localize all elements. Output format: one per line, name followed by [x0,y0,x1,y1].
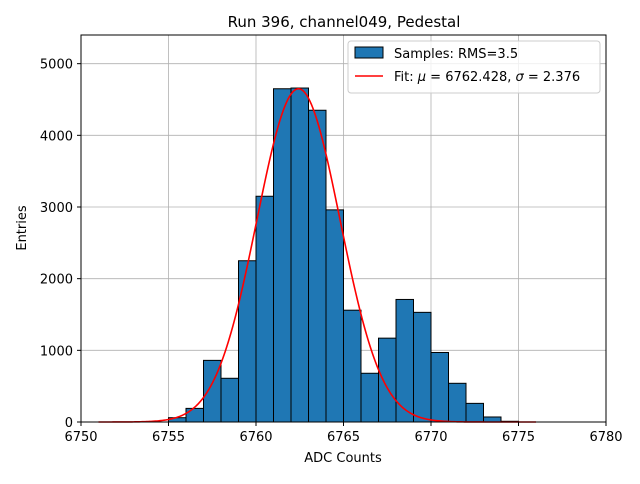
legend-sigma-symbol: σ [516,70,525,85]
histogram-bar [378,337,397,423]
y-axis-label: Entries [15,205,30,251]
x-tick-label: 6780 [589,430,622,445]
histogram-bar [185,407,204,423]
chart-title: Run 396, channel049, Pedestal [228,13,461,31]
x-tick-label: 6770 [414,430,447,445]
y-tick-label: 0 [65,416,73,431]
x-axis-ticks: 6750 6755 6760 6765 6770 6775 6780 [64,422,623,445]
x-tick-label: 6775 [502,430,535,445]
legend-samples-label: Samples: RMS=3.5 [394,47,518,62]
x-axis-label: ADC Counts [304,451,382,466]
histogram-bar [430,351,449,423]
histogram-bar [413,311,432,423]
legend-fit-prefix: Fit: [394,70,418,85]
histogram-bar [273,88,292,423]
x-tick-label: 6760 [239,430,272,445]
legend: Samples: RMS=3.5 Fit: μ = 6762.428, σ = … [347,40,601,94]
histogram-bar [343,309,362,423]
histogram-bar [220,377,239,423]
histogram-bar [360,372,379,423]
legend-samples-swatch [354,46,384,59]
histogram-bar [290,87,309,423]
y-tick-label: 5000 [40,58,73,73]
histogram-bar [448,382,467,423]
y-tick-label: 2000 [40,273,73,288]
x-tick-label: 6765 [327,430,360,445]
histogram-bar [255,195,274,423]
histogram-bar [465,402,484,423]
y-axis-ticks: 0 1000 2000 3000 4000 5000 [40,58,81,431]
histogram-bar [325,209,344,423]
x-tick-label: 6755 [152,430,185,445]
y-tick-label: 4000 [40,129,73,144]
legend-mu-symbol: μ [417,70,426,85]
y-tick-label: 3000 [40,201,73,216]
histogram-bars [168,87,519,423]
histogram-bar [308,109,327,423]
legend-mu-value: = 6762.428, [426,70,515,85]
legend-fit-label: Fit: μ = 6762.428, σ = 2.376 [394,70,580,85]
legend-sigma-value: = 2.376 [524,70,580,85]
histogram-bar [238,260,257,423]
x-tick-label: 6750 [64,430,97,445]
y-tick-label: 1000 [40,344,73,359]
legend-box [347,40,601,94]
